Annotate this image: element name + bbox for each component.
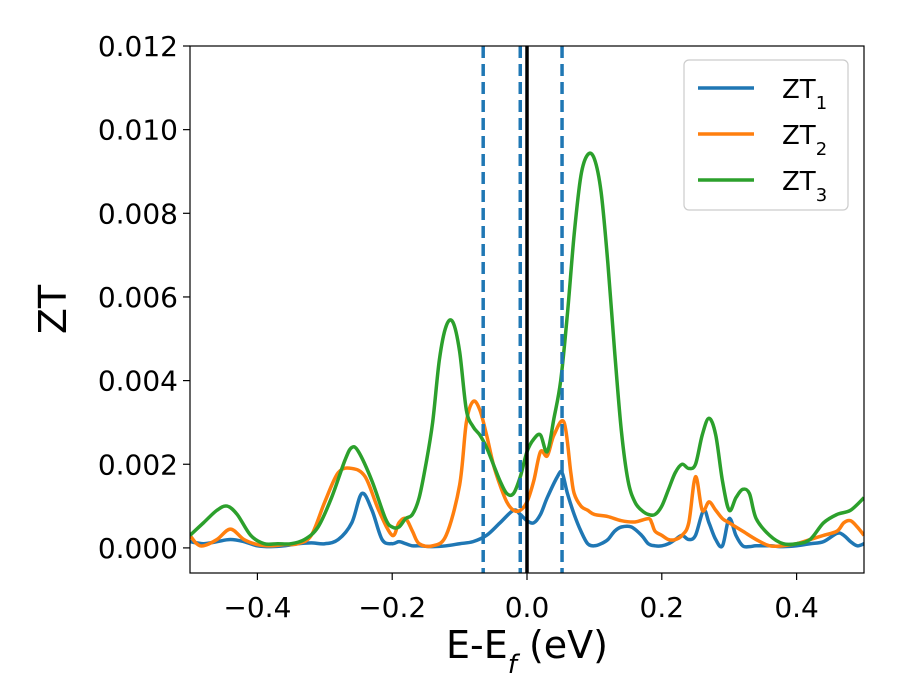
y-tick-label: 0.006 xyxy=(98,281,178,314)
series-line-1 xyxy=(190,469,864,549)
x-axis-label: E-Ef (eV) xyxy=(446,623,608,680)
y-tick-label: 0.010 xyxy=(98,114,178,147)
x-tick-label: −0.4 xyxy=(223,591,291,624)
legend-label-1: ZT1 xyxy=(782,75,827,114)
x-tick-label: 0.2 xyxy=(640,591,685,624)
y-tick-label: 0.002 xyxy=(98,448,178,481)
series-line-2 xyxy=(190,399,864,549)
x-tick-label: −0.2 xyxy=(358,591,426,624)
y-tick-label: 0.008 xyxy=(98,197,178,230)
y-tick-label: 0.000 xyxy=(98,532,178,565)
legend-box xyxy=(683,59,849,211)
y-tick-label: 0.004 xyxy=(98,365,178,398)
x-tick-label: 0.4 xyxy=(774,591,819,624)
axes: −0.4 −0.2 0.0 0.2 0.4 0.000 0.002 0.004 0.006 0.0… xyxy=(31,30,865,680)
y-tick-label: 0.012 xyxy=(98,30,178,63)
plot-area xyxy=(190,46,864,573)
legend: ZT1 ZT2 ZT3 xyxy=(683,59,849,211)
x-tick-label: 0.0 xyxy=(505,591,550,624)
legend-label-3: ZT3 xyxy=(782,167,827,206)
legend-label-2: ZT2 xyxy=(782,121,827,160)
y-axis-label: ZT xyxy=(31,284,75,334)
series-line-3 xyxy=(190,151,864,547)
